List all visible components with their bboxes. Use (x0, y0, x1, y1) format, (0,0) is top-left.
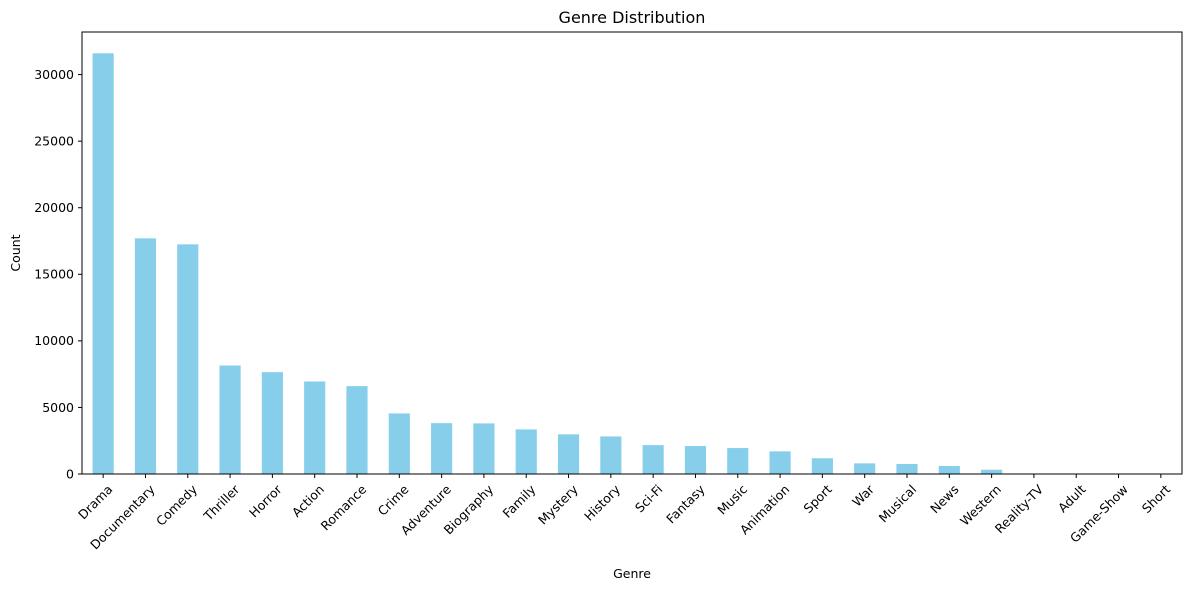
y-tick-label: 25000 (34, 134, 74, 149)
x-tick-label: Short (1139, 482, 1173, 516)
x-tick-label: Horror (246, 481, 285, 520)
bar-news (938, 466, 960, 474)
y-tick-label: 0 (66, 466, 74, 481)
bar-biography (473, 423, 495, 474)
bar-sci-fi (642, 445, 664, 474)
bar-animation (769, 451, 791, 474)
x-tick-label: News (927, 482, 961, 516)
bar-western (981, 469, 1003, 474)
x-tick-label: Action (289, 482, 327, 520)
y-tick-label: 30000 (34, 67, 74, 82)
bar-adventure (431, 423, 453, 474)
y-tick-label: 15000 (34, 267, 74, 282)
bar-comedy (177, 244, 199, 474)
bar-drama (92, 53, 114, 475)
x-tick-label: Musical (876, 482, 920, 526)
x-tick-label: Sport (800, 482, 834, 516)
y-tick-label: 5000 (42, 400, 74, 415)
bar-action (304, 381, 326, 474)
x-tick-label: Crime (375, 481, 412, 518)
bar-sport (811, 458, 833, 474)
bar-thriller (219, 365, 241, 474)
bar-war (854, 463, 876, 474)
x-tick-label: Music (714, 482, 750, 518)
x-tick-label: Fantasy (663, 481, 708, 526)
bar-crime (388, 413, 410, 474)
x-tick-label: War (849, 481, 877, 509)
bar-romance (346, 386, 368, 474)
x-tick-label: Romance (318, 481, 370, 533)
x-tick-label: Family (499, 481, 538, 520)
x-tick-label: Mystery (535, 481, 581, 527)
x-tick-label: Adult (1055, 482, 1089, 516)
bar-family (515, 429, 537, 474)
bar-history (600, 436, 622, 474)
y-axis-label: Count (8, 234, 23, 271)
y-axis-ticks: 0 5000 10000 15000 20000 25000 30000 (34, 67, 82, 481)
x-tick-label: Comedy (153, 481, 201, 529)
bar-documentary (134, 238, 157, 474)
bar-mystery (557, 434, 580, 474)
bars-group (92, 53, 1172, 475)
bar-fantasy (684, 446, 707, 474)
bar-music (727, 448, 749, 474)
x-tick-label: Thriller (200, 481, 243, 524)
x-tick-label: Sci-Fi (632, 482, 666, 516)
x-axis-label: Genre (613, 566, 651, 581)
y-tick-label: 10000 (34, 333, 74, 348)
plot-frame (81, 31, 1183, 475)
chart-title: Genre Distribution (559, 8, 706, 27)
bar-musical (896, 464, 918, 474)
x-tick-label: Drama (75, 482, 115, 522)
y-tick-label: 20000 (34, 200, 74, 215)
bar-horror (261, 372, 283, 474)
x-tick-label: History (581, 481, 623, 523)
